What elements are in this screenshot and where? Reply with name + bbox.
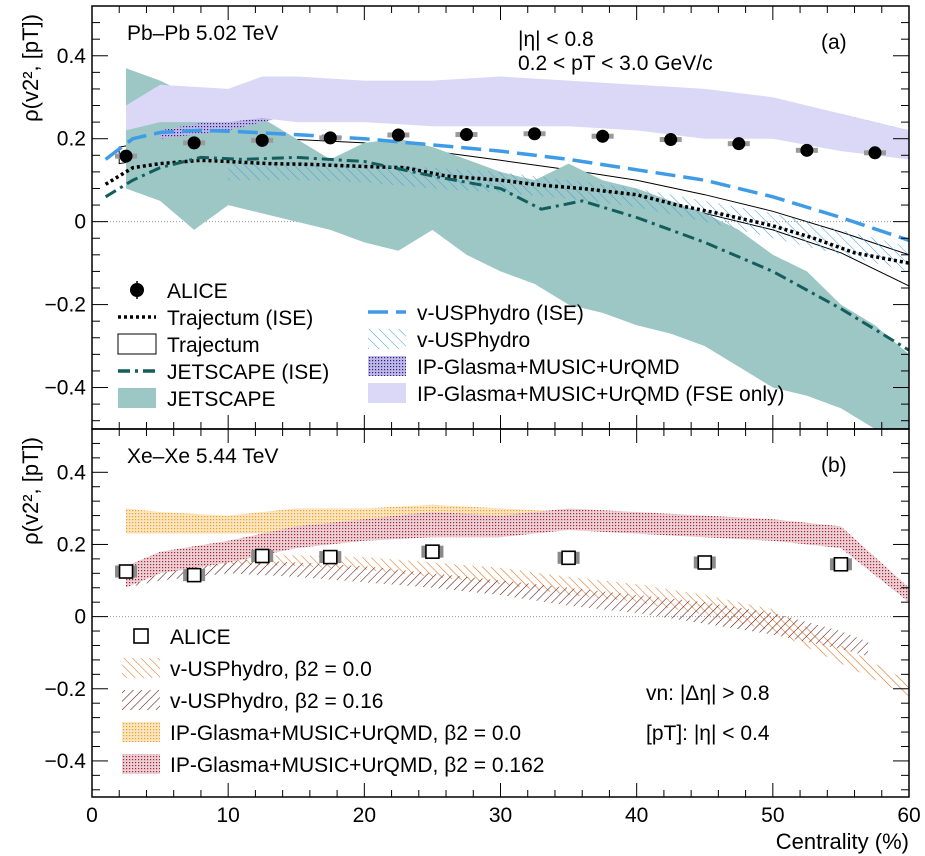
data-point	[833, 556, 849, 572]
annotation-eta: |η| < 0.8	[518, 28, 594, 51]
legend-label: IP-Glasma+MUSIC+UrQMD, β2 = 0.0	[170, 722, 521, 745]
legend-label: v-USPhydro	[417, 329, 530, 352]
legend-label: JETSCAPE	[167, 388, 276, 411]
legend-marker	[368, 383, 406, 403]
data-point	[322, 549, 338, 565]
series-band	[228, 161, 909, 272]
data-point	[254, 548, 270, 564]
x-tick-label: 30	[489, 804, 512, 827]
series-band	[126, 508, 909, 603]
legend-marker	[122, 658, 160, 678]
data-point	[697, 555, 713, 570]
legend-marker	[122, 690, 160, 710]
legend-marker	[122, 754, 160, 774]
data-point	[119, 149, 133, 163]
data-point	[118, 564, 134, 579]
legend-label: Trajectum	[167, 334, 260, 357]
series-band	[126, 68, 909, 429]
legend-marker	[130, 283, 144, 297]
x-axis-label: Centrality (%)	[776, 829, 909, 854]
legend-label: IP-Glasma+MUSIC+UrQMD (FSE only)	[417, 383, 785, 406]
data-point	[187, 136, 201, 150]
legend-label: v-USPhydro (ISE)	[417, 302, 584, 325]
panel-title: Xe–Xe 5.44 TeV	[127, 445, 278, 468]
legend-marker	[133, 628, 149, 644]
data-point	[255, 133, 269, 147]
legend-label: IP-Glasma+MUSIC+UrQMD, β2 = 0.162	[170, 754, 544, 777]
data-point	[664, 133, 678, 147]
legend-label: v-USPhydro, β2 = 0.16	[170, 690, 383, 713]
data-point	[732, 137, 746, 151]
data-point	[561, 550, 576, 566]
y-tick-label: 0	[74, 211, 86, 234]
y-tick-label: −0.2	[45, 678, 86, 701]
legend-label: Trajectum (ISE)	[167, 307, 313, 330]
legend-label: IP-Glasma+MUSIC+UrQMD	[417, 356, 680, 379]
plot-area	[92, 504, 909, 696]
series-band	[126, 76, 909, 160]
data-point	[323, 131, 337, 145]
x-tick-label: 0	[86, 804, 98, 827]
y-tick-label: 0.2	[57, 533, 86, 556]
data-point	[596, 129, 610, 143]
y-tick-label: 0	[74, 606, 86, 629]
y-tick-label: 0.4	[57, 45, 87, 68]
series-line	[104, 158, 909, 265]
panel-b: −0.4 −0.2 0 0.2 0.4 ρ(v2², [pT]) Xe–Xe 5.44 Te…	[18, 428, 921, 854]
legend-marker	[368, 356, 406, 376]
legend-label: v-USPhydro, β2 = 0.0	[170, 658, 372, 681]
panel-title: Pb–Pb 5.02 TeV	[127, 22, 278, 45]
x-tick-label: 50	[761, 804, 784, 827]
annotation-pt: 0.2 < pT < 3.0 GeV/c	[518, 52, 713, 75]
y-tick-label: 0.4	[57, 461, 87, 484]
data-point	[186, 567, 202, 583]
data-point	[459, 128, 473, 142]
legend-marker	[117, 333, 157, 355]
legend-marker	[122, 722, 160, 742]
legend-label: JETSCAPE (ISE)	[167, 361, 329, 384]
panel-a: −0.4 −0.2 0 0.2 0.4 ρ(v2², [pT]) Pb–Pb 5.02 Te…	[18, 5, 910, 430]
y-tick-label: −0.4	[45, 377, 87, 400]
x-tick-label: 40	[625, 804, 648, 827]
data-point	[391, 128, 405, 142]
panel-label: (b)	[821, 454, 847, 477]
y-axis-label: ρ(v2², [pT])	[18, 14, 43, 122]
data-point	[800, 143, 814, 157]
data-point	[425, 544, 440, 559]
x-tick-label: 20	[353, 804, 376, 827]
annotation-vn: vn: |Δη| > 0.8	[646, 682, 770, 705]
y-tick-label: 0.2	[57, 128, 86, 151]
y-tick-label: −0.2	[45, 294, 86, 317]
x-tick-label: 60	[897, 804, 920, 827]
series-line	[104, 128, 909, 242]
x-tick-label: 10	[216, 804, 239, 827]
y-tick-label: −0.4	[45, 750, 87, 773]
y-axis-label: ρ(v2², [pT])	[18, 437, 43, 545]
data-point	[528, 127, 542, 141]
legend-marker	[368, 329, 406, 349]
legend-label: ALICE	[170, 626, 231, 649]
legend-marker	[118, 388, 156, 408]
panel-label: (a)	[821, 31, 847, 54]
series-line	[104, 155, 909, 352]
data-point	[868, 146, 882, 160]
annotation-pt-eta: [pT]: |η| < 0.4	[646, 722, 770, 745]
plot-area	[92, 68, 909, 429]
legend-label: ALICE	[167, 280, 228, 303]
